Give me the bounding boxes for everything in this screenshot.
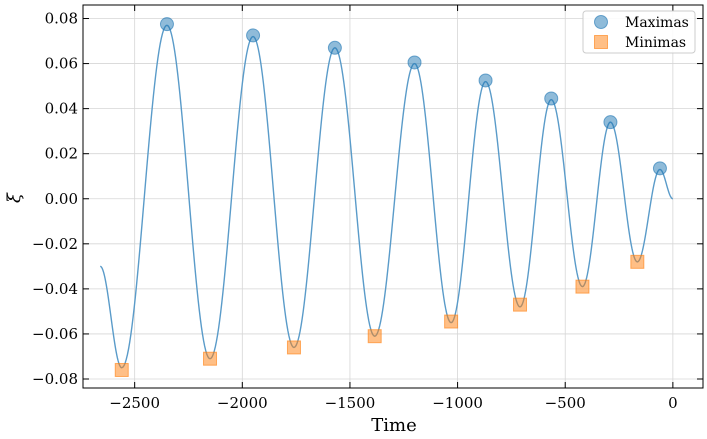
x-tick-label: −500 [545,394,586,412]
maxima-point [327,40,342,55]
y-tick-label: −0.02 [32,235,78,253]
grid [83,5,703,388]
legend: Maximas Minimas [582,10,696,54]
x-axis-label: Time [371,415,416,436]
maxima-point [603,115,618,130]
minima-point [513,297,528,312]
minima-point [367,329,382,344]
minima-point [286,340,301,355]
y-tick-label: 0.08 [45,10,78,28]
axes: −2500 −2000 −1500 −1000 −500 0 −0.08 −0.06 −0.04… [32,4,704,412]
plot-frame [82,4,704,389]
y-tick-label: 0.04 [45,100,78,118]
maxima-point [478,73,493,88]
minima-point [203,351,218,366]
maxima-point [544,91,559,106]
legend-maxima-label: Maximas [625,15,689,31]
x-tick-label: −1000 [432,394,483,412]
maxima-point [652,161,667,176]
x-tick-label: −2500 [109,394,160,412]
signal-line [100,24,673,369]
y-tick-label: 0.06 [45,55,78,73]
y-tick-label: −0.06 [32,325,78,343]
legend-maxima-marker [594,15,608,29]
y-tick-label: −0.04 [32,280,78,298]
maxima-point [246,28,261,43]
minima-point [114,362,129,377]
minima-point [575,279,590,294]
minima-point [444,314,459,329]
y-tick-label: 0.00 [45,190,78,208]
minima-point [630,254,645,269]
x-tick-label: −2000 [217,394,268,412]
legend-box [582,10,696,54]
marker-layer [114,17,667,377]
legend-minima-marker [594,35,608,49]
y-tick-label: −0.08 [32,370,78,388]
maxima-point [159,17,174,32]
signal-curve-layer [100,24,673,369]
x-tick-label: −1500 [325,394,376,412]
y-axis-label: ξ [4,192,25,203]
maxima-point [407,55,422,70]
x-tick-label: 0 [668,394,678,412]
legend-minima-label: Minimas [625,35,686,51]
y-tick-label: 0.02 [45,145,78,163]
